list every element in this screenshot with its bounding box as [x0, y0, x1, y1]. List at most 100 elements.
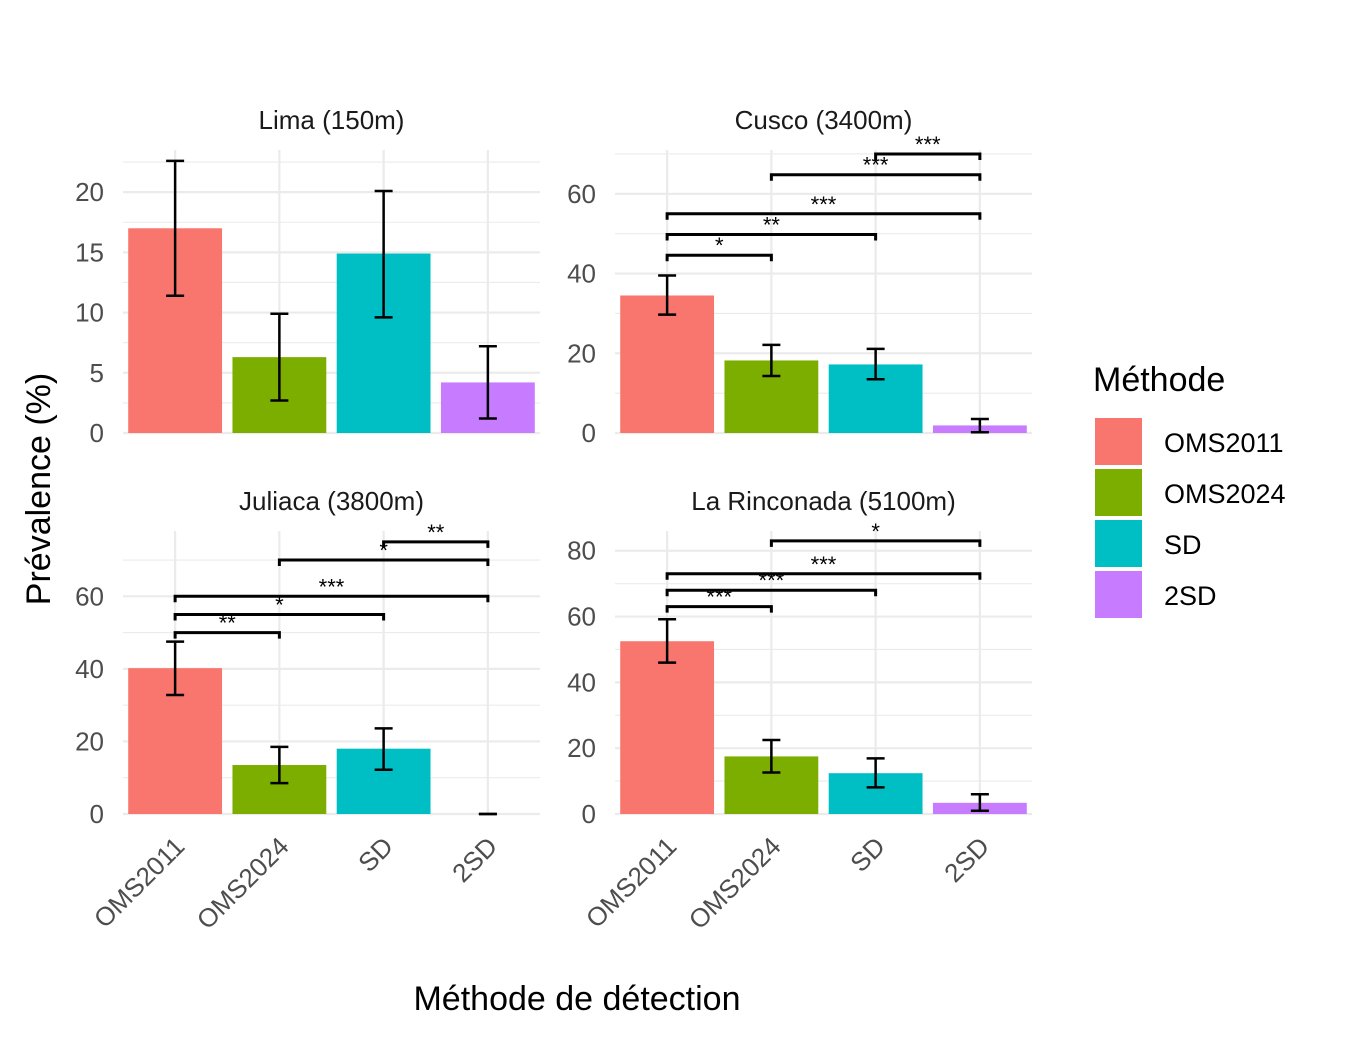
significance-label: ***: [915, 132, 941, 157]
legend-item-2sd: 2SD: [1095, 571, 1217, 618]
facet-title: La Rinconada (5100m): [691, 486, 956, 516]
y-tick-label: 20: [75, 177, 104, 207]
legend-label: 2SD: [1164, 581, 1217, 611]
y-axis-title: Prévalence (%): [20, 373, 58, 605]
error-bar-sd: [374, 189, 393, 319]
y-tick-label: 20: [567, 338, 596, 368]
legend-label: OMS2011: [1164, 428, 1284, 458]
y-tick-label: 0: [582, 799, 596, 829]
x-tick-label: OMS2011: [580, 831, 683, 934]
significance-line: [173, 594, 490, 603]
bar-oms2011: [620, 641, 715, 814]
significance-line: [665, 605, 773, 613]
error-bar-oms2024: [762, 738, 781, 774]
y-tick-label: 0: [582, 418, 596, 448]
significance-line: [173, 612, 386, 621]
significance-line: [382, 540, 490, 548]
error-bar-oms2024: [762, 343, 781, 378]
significance-label: *: [379, 538, 388, 563]
legend-swatch: [1095, 571, 1142, 618]
significance-label: **: [763, 213, 781, 238]
x-tick-label: SD: [352, 831, 399, 878]
significance-line: [874, 152, 982, 160]
y-tick-label: 5: [90, 358, 104, 388]
legend-title: Méthode: [1093, 361, 1225, 399]
error-bar-sd: [866, 347, 885, 381]
error-bar-sd: [866, 757, 885, 789]
legend-label: SD: [1164, 530, 1202, 560]
error-bar-sd: [374, 727, 393, 771]
y-tick-label: 15: [75, 237, 104, 267]
x-tick-label: OMS2011: [88, 831, 191, 934]
significance-bracket: *: [277, 538, 490, 567]
significance-bracket: ***: [874, 132, 982, 160]
significance-bracket: ***: [769, 153, 982, 181]
y-tick-label: 40: [567, 259, 596, 289]
y-tick-label: 80: [567, 536, 596, 566]
facet-title: Lima (150m): [259, 105, 405, 135]
y-tick-label: 60: [567, 602, 596, 632]
error-bar-oms2024: [270, 312, 289, 402]
bar-oms2011: [620, 295, 715, 433]
legend-item-oms2024: OMS2024: [1095, 469, 1286, 516]
x-axis-title: Méthode de détection: [413, 980, 740, 1018]
error-bar-2sd: [478, 345, 497, 420]
significance-line: [665, 212, 982, 220]
significance-line: [173, 631, 281, 639]
error-bar-2sd: [970, 417, 989, 434]
error-bar-oms2024: [270, 745, 289, 785]
significance-label: ***: [811, 552, 837, 577]
significance-bracket: **: [382, 520, 490, 548]
significance-bracket: *: [173, 592, 386, 621]
significance-label: ***: [759, 568, 785, 593]
significance-line: [665, 233, 878, 241]
error-bar-oms2011: [658, 617, 677, 664]
y-tick-label: 0: [90, 418, 104, 448]
facet-title: Cusco (3400m): [735, 105, 913, 135]
legend-swatch: [1095, 469, 1142, 516]
facet-panel-1: Lima (150m) 0 5 10 15 20: [75, 105, 540, 448]
significance-label: ***: [811, 192, 837, 217]
legend-swatch: [1095, 520, 1142, 567]
legend-label: OMS2024: [1164, 479, 1286, 509]
significance-bracket: ***: [665, 552, 982, 580]
significance-label: *: [715, 233, 724, 258]
significance-label: ***: [706, 585, 732, 610]
error-bar-oms2011: [166, 640, 185, 697]
significance-label: *: [275, 592, 284, 617]
y-tick-label: 20: [75, 726, 104, 756]
legend-item-oms2011: OMS2011: [1095, 418, 1284, 465]
x-tick-label: 2SD: [938, 831, 995, 888]
significance-line: [277, 558, 490, 567]
significance-line: [665, 253, 773, 262]
error-bar-oms2011: [658, 274, 677, 316]
x-tick-label: OMS2024: [191, 831, 295, 935]
panels-layer: Lima (150m) 0 5 10 15 20 Cusco (3400m) 0 20 40 60 *…: [75, 105, 1032, 935]
legend-swatch: [1095, 418, 1142, 465]
significance-line: [665, 588, 878, 597]
legend: Méthode OMS2011 OMS2024 SD 2SD: [1093, 361, 1286, 618]
y-tick-label: 60: [567, 179, 596, 209]
significance-label: *: [871, 519, 880, 544]
x-tick-label: OMS2024: [683, 831, 787, 935]
significance-line: [769, 539, 982, 547]
significance-line: [769, 173, 982, 181]
x-tick-label: SD: [844, 831, 891, 878]
y-tick-label: 20: [567, 733, 596, 763]
y-tick-label: 0: [90, 799, 104, 829]
facet-panel-4: La Rinconada (5100m)020406080**********O…: [567, 486, 1032, 935]
significance-bracket: *: [665, 233, 773, 262]
significance-label: ***: [319, 574, 345, 599]
facet-title: Juliaca (3800m): [239, 486, 424, 516]
y-tick-label: 40: [567, 667, 596, 697]
significance-bracket: **: [173, 611, 281, 639]
significance-bracket: **: [665, 213, 878, 241]
significance-bracket: ***: [173, 574, 490, 603]
significance-label: **: [219, 611, 237, 636]
y-tick-label: 10: [75, 298, 104, 328]
y-tick-label: 40: [75, 654, 104, 684]
